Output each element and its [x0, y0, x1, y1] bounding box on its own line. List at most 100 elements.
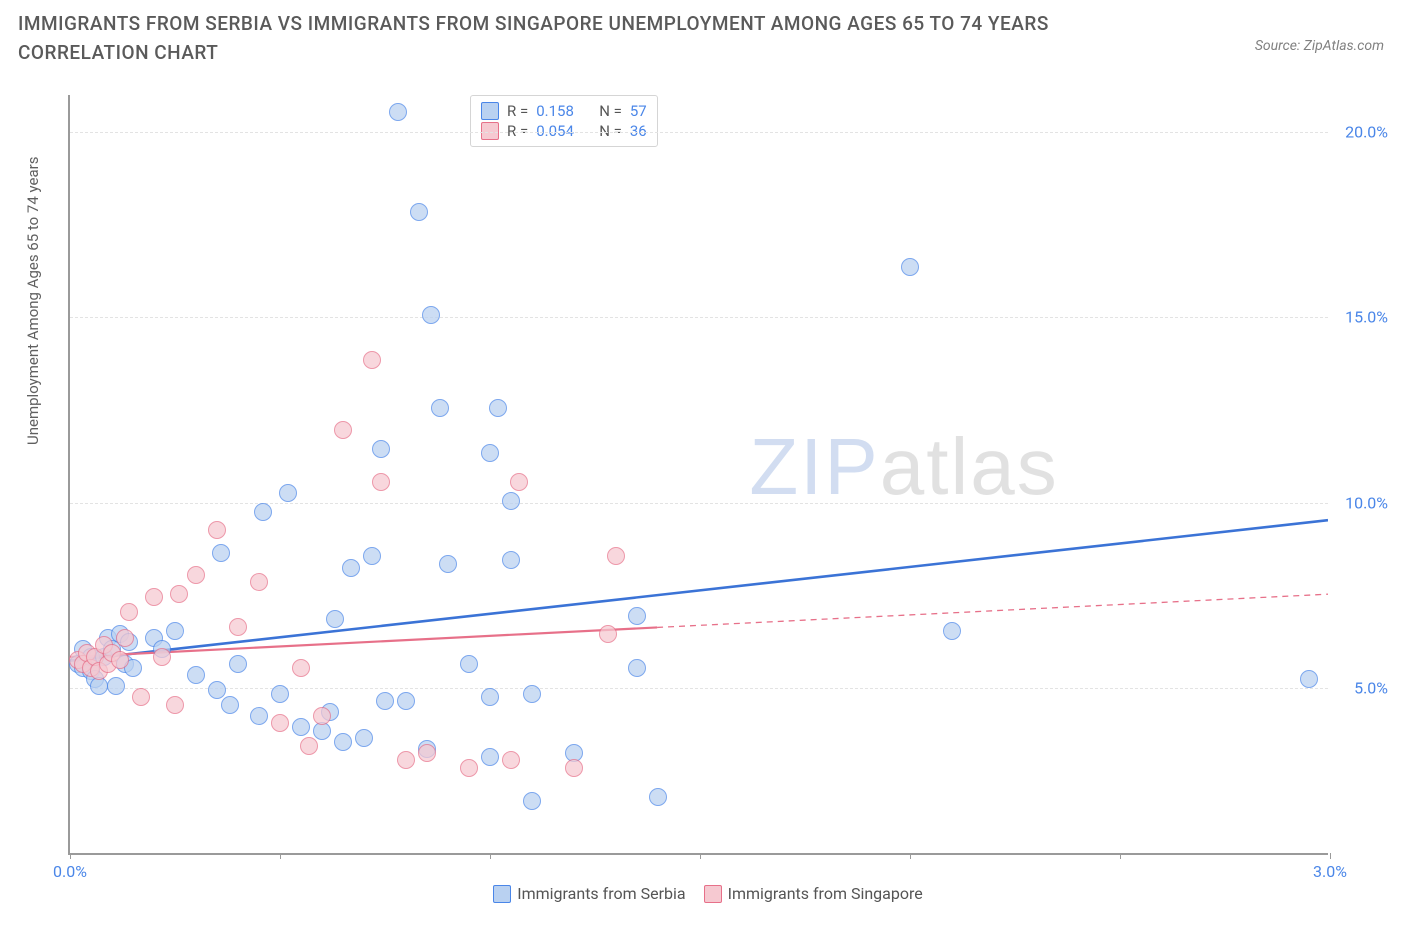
legend-swatch: [704, 885, 722, 903]
legend-n-value: 36: [630, 122, 647, 140]
scatter-point-serbia: [363, 547, 381, 565]
legend-n-value: 57: [630, 102, 647, 120]
scatter-point-serbia: [250, 707, 268, 725]
gridline-h: [70, 317, 1328, 318]
source-attribution: Source: ZipAtlas.com: [1255, 38, 1384, 54]
scatter-point-serbia: [481, 688, 499, 706]
chart-title: IMMIGRANTS FROM SERBIA VS IMMIGRANTS FRO…: [18, 10, 1118, 67]
scatter-point-serbia: [221, 696, 239, 714]
watermark-atlas: atlas: [880, 422, 1059, 511]
legend-stats-row: R = 0.158 N = 57: [481, 101, 647, 121]
chart-stage: Unemployment Among Ages 65 to 74 years Z…: [18, 85, 1388, 905]
scatter-point-serbia: [292, 718, 310, 736]
scatter-point-singapore: [363, 351, 381, 369]
scatter-point-singapore: [120, 603, 138, 621]
scatter-point-serbia: [334, 733, 352, 751]
scatter-point-singapore: [418, 744, 436, 762]
scatter-point-singapore: [460, 759, 478, 777]
scatter-point-serbia: [649, 788, 667, 806]
scatter-point-singapore: [334, 421, 352, 439]
scatter-point-singapore: [170, 585, 188, 603]
scatter-point-serbia: [431, 399, 449, 417]
scatter-point-serbia: [502, 492, 520, 510]
scatter-point-serbia: [1300, 670, 1318, 688]
scatter-point-serbia: [943, 622, 961, 640]
scatter-point-serbia: [376, 692, 394, 710]
scatter-point-serbia: [523, 685, 541, 703]
scatter-point-singapore: [510, 473, 528, 491]
scatter-point-singapore: [132, 688, 150, 706]
x-tick: [1120, 853, 1121, 859]
scatter-point-serbia: [389, 103, 407, 121]
gridline-h: [70, 132, 1328, 133]
scatter-point-serbia: [254, 503, 272, 521]
scatter-point-serbia: [460, 655, 478, 673]
scatter-point-singapore: [145, 588, 163, 606]
x-tick: [490, 853, 491, 859]
scatter-point-singapore: [300, 737, 318, 755]
plot-area: ZIPatlas R =0.158N =57R =0.054N =36 Immi…: [68, 95, 1328, 855]
gridline-h: [70, 688, 1328, 689]
x-tick-label: 3.0%: [1313, 862, 1347, 881]
legend-stats-row: R = 0.054 N = 36: [481, 121, 647, 141]
scatter-point-singapore: [208, 521, 226, 539]
scatter-point-serbia: [481, 444, 499, 462]
scatter-point-singapore: [599, 625, 617, 643]
scatter-point-serbia: [326, 610, 344, 628]
legend-n-label: N =: [599, 102, 622, 120]
y-tick-label: 10.0%: [1345, 493, 1388, 512]
legend-r-value: 0.158: [536, 102, 591, 120]
legend-series-label: Immigrants from Singapore: [728, 884, 923, 903]
legend-stats-box: R = 0.158 N = 57 R = 0.054 N = 36: [470, 95, 658, 147]
scatter-point-serbia: [422, 306, 440, 324]
legend-r-value: 0.054: [536, 122, 591, 140]
legend-r-label: R =: [507, 122, 528, 140]
y-tick-label: 15.0%: [1345, 308, 1388, 327]
legend-swatch: [493, 885, 511, 903]
watermark: ZIPatlas: [749, 421, 1058, 513]
y-axis-label: Unemployment Among Ages 65 to 74 years: [24, 157, 42, 445]
scatter-point-singapore: [372, 473, 390, 491]
legend-series: Immigrants from Serbia Immigrants from Si…: [70, 884, 1328, 903]
scatter-point-serbia: [271, 685, 289, 703]
legend-swatch: [481, 122, 499, 140]
scatter-point-serbia: [901, 258, 919, 276]
scatter-point-serbia: [397, 692, 415, 710]
scatter-point-serbia: [208, 681, 226, 699]
scatter-point-serbia: [523, 792, 541, 810]
x-tick-label: 0.0%: [53, 862, 87, 881]
scatter-point-serbia: [229, 655, 247, 673]
watermark-zip: ZIP: [749, 422, 879, 511]
scatter-point-singapore: [502, 751, 520, 769]
scatter-point-serbia: [355, 729, 373, 747]
scatter-point-singapore: [397, 751, 415, 769]
x-tick: [1330, 853, 1331, 859]
scatter-point-singapore: [229, 618, 247, 636]
scatter-point-serbia: [187, 666, 205, 684]
x-tick: [700, 853, 701, 859]
x-tick: [280, 853, 281, 859]
scatter-point-singapore: [111, 651, 129, 669]
scatter-point-singapore: [250, 573, 268, 591]
scatter-point-singapore: [292, 659, 310, 677]
legend-n-label: N =: [599, 122, 622, 140]
legend-swatch: [481, 102, 499, 120]
scatter-point-serbia: [107, 677, 125, 695]
scatter-point-serbia: [410, 203, 428, 221]
legend-r-label: R =: [507, 102, 528, 120]
trend-lines-svg: [70, 95, 1328, 853]
scatter-point-serbia: [439, 555, 457, 573]
scatter-point-serbia: [628, 659, 646, 677]
legend-series-label: Immigrants from Serbia: [517, 884, 685, 903]
scatter-point-singapore: [565, 759, 583, 777]
scatter-point-singapore: [166, 696, 184, 714]
scatter-point-singapore: [271, 714, 289, 732]
scatter-point-singapore: [313, 707, 331, 725]
scatter-point-serbia: [212, 544, 230, 562]
scatter-point-singapore: [116, 629, 134, 647]
scatter-point-singapore: [153, 648, 171, 666]
header: IMMIGRANTS FROM SERBIA VS IMMIGRANTS FRO…: [0, 0, 1406, 67]
scatter-point-serbia: [489, 399, 507, 417]
scatter-point-serbia: [166, 622, 184, 640]
scatter-point-singapore: [187, 566, 205, 584]
